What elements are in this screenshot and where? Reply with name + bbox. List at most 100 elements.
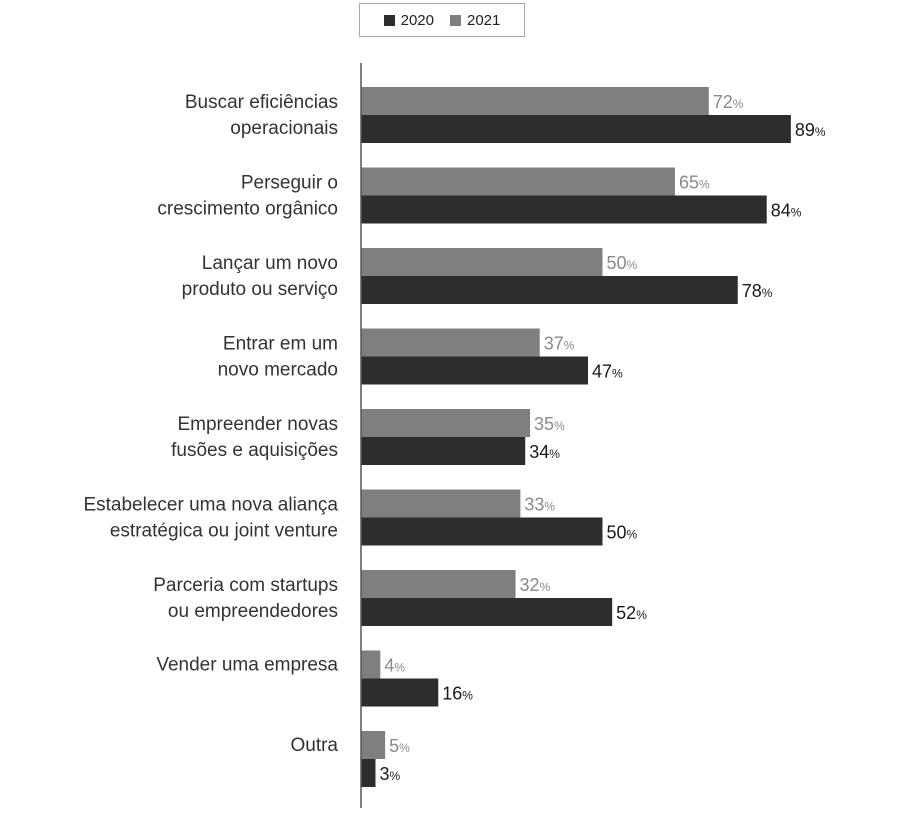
data-label-value: 34	[529, 442, 549, 462]
legend-swatch-2020	[383, 14, 395, 26]
category-label: Perseguir o crescimento orgânico	[157, 173, 338, 220]
data-label-2021: 35%	[534, 414, 565, 434]
data-label-value: 52	[616, 603, 636, 623]
bar-2020	[361, 437, 526, 465]
legend-label-2021: 2021	[467, 11, 501, 29]
category-label-line: Entrar em um	[223, 334, 338, 355]
category-label-line: crescimento orgânico	[157, 199, 338, 220]
data-label-2021: 65%	[679, 173, 710, 193]
data-label-unit: %	[612, 367, 623, 381]
category-label-line: Parceria com startups	[153, 575, 338, 596]
bar-2021	[361, 87, 709, 115]
data-label-value: 32	[520, 575, 540, 595]
category-label-line: novo mercado	[218, 360, 338, 381]
data-label-value: 16	[442, 684, 462, 704]
bar-2020	[361, 759, 376, 787]
data-label-value: 4	[384, 656, 394, 676]
data-label-value: 84	[771, 201, 791, 221]
legend-item-2021: 2021	[450, 12, 500, 29]
legend-swatch-2021	[450, 14, 461, 26]
data-label-unit: %	[815, 125, 826, 139]
bar-2020	[361, 678, 439, 707]
category-label: Outra	[290, 735, 338, 756]
bar-2021	[361, 489, 521, 518]
category-label-line: Perseguir o	[241, 173, 338, 194]
data-label-2021: 72%	[713, 92, 744, 112]
data-label-unit: %	[462, 689, 473, 703]
data-label-value: 33	[524, 495, 544, 515]
data-label-value: 72	[713, 92, 733, 112]
bar-2021	[361, 248, 603, 276]
category-label-line: ou empreendedores	[168, 601, 338, 622]
data-label-2020: 47%	[592, 362, 623, 382]
data-label-2021: 32%	[520, 575, 551, 595]
data-label-value: 3	[379, 764, 389, 784]
category-label: Estabelecer uma nova aliança estratégica …	[83, 495, 338, 542]
category-label: Lançar um novo produto ou serviço	[182, 253, 338, 300]
category-label-line: Outra	[290, 735, 338, 756]
data-label-unit: %	[636, 608, 647, 622]
data-label-2021: 33%	[524, 495, 555, 515]
category-label: Entrar em um novo mercado	[218, 334, 338, 381]
data-label-unit: %	[399, 741, 410, 755]
data-label-2020: 52%	[616, 603, 647, 623]
data-label-value: 50	[607, 253, 627, 273]
data-label-2020: 78%	[742, 281, 773, 301]
category-label-line: Lançar um novo	[202, 253, 338, 274]
data-label-2020: 3%	[379, 764, 400, 784]
data-label-value: 47	[592, 362, 612, 382]
category-label: Parceria com startups ou empreendedores	[153, 575, 338, 622]
data-label-unit: %	[390, 769, 401, 783]
bar-2021	[361, 328, 540, 357]
bar-2020	[361, 115, 791, 143]
data-label-unit: %	[791, 206, 802, 220]
category-label-line: operacionais	[230, 118, 338, 139]
bar-2020	[361, 517, 603, 546]
data-label-unit: %	[549, 447, 560, 461]
data-label-value: 37	[544, 334, 564, 354]
bar-2020	[361, 195, 767, 224]
category-label-line: Buscar eficiências	[185, 92, 338, 113]
data-label-2020: 84%	[771, 201, 802, 221]
category-label: Buscar eficiências operacionais	[185, 92, 338, 139]
bar-2021	[361, 167, 675, 196]
data-label-value: 5	[389, 736, 399, 756]
data-label-value: 50	[607, 523, 627, 543]
data-label-2021: 5%	[389, 736, 410, 756]
data-label-unit: %	[394, 661, 405, 675]
data-label-value: 78	[742, 281, 762, 301]
bar-2020	[361, 356, 589, 385]
bar-2021	[361, 409, 531, 437]
bar-2021	[361, 650, 381, 679]
category-label-line: Estabelecer uma nova aliança	[83, 495, 338, 516]
bar-2020	[361, 276, 738, 304]
category-label-line: Vender uma empresa	[156, 655, 338, 676]
legend-item-2020: 2020	[383, 11, 434, 29]
legend-label-2020: 2020	[400, 11, 434, 29]
data-label-value: 65	[679, 173, 699, 193]
data-label-2021: 37%	[544, 334, 575, 354]
data-label-2020: 16%	[442, 684, 473, 704]
data-label-2020: 50%	[607, 523, 638, 543]
category-label: Vender uma empresa	[156, 655, 338, 676]
chart-legend: 2020 2021	[359, 3, 525, 37]
category-label: Empreender novas fusões e aquisições	[171, 414, 338, 461]
bar-2020	[361, 598, 613, 626]
data-label-unit: %	[544, 500, 555, 514]
data-label-unit: %	[554, 419, 565, 433]
data-label-unit: %	[540, 580, 551, 594]
data-label-unit: %	[699, 178, 710, 192]
data-label-value: 89	[795, 120, 815, 140]
category-label-line: fusões e aquisições	[171, 440, 338, 461]
data-label-unit: %	[627, 258, 638, 272]
bar-2021	[361, 731, 386, 759]
data-label-2021: 50%	[607, 253, 638, 273]
data-label-2020: 34%	[529, 442, 560, 462]
bar-2021	[361, 570, 516, 598]
data-label-2021: 4%	[384, 656, 405, 676]
data-label-value: 35	[534, 414, 554, 434]
data-label-unit: %	[564, 339, 575, 353]
category-label-line: Empreender novas	[177, 414, 338, 435]
data-label-unit: %	[627, 528, 638, 542]
